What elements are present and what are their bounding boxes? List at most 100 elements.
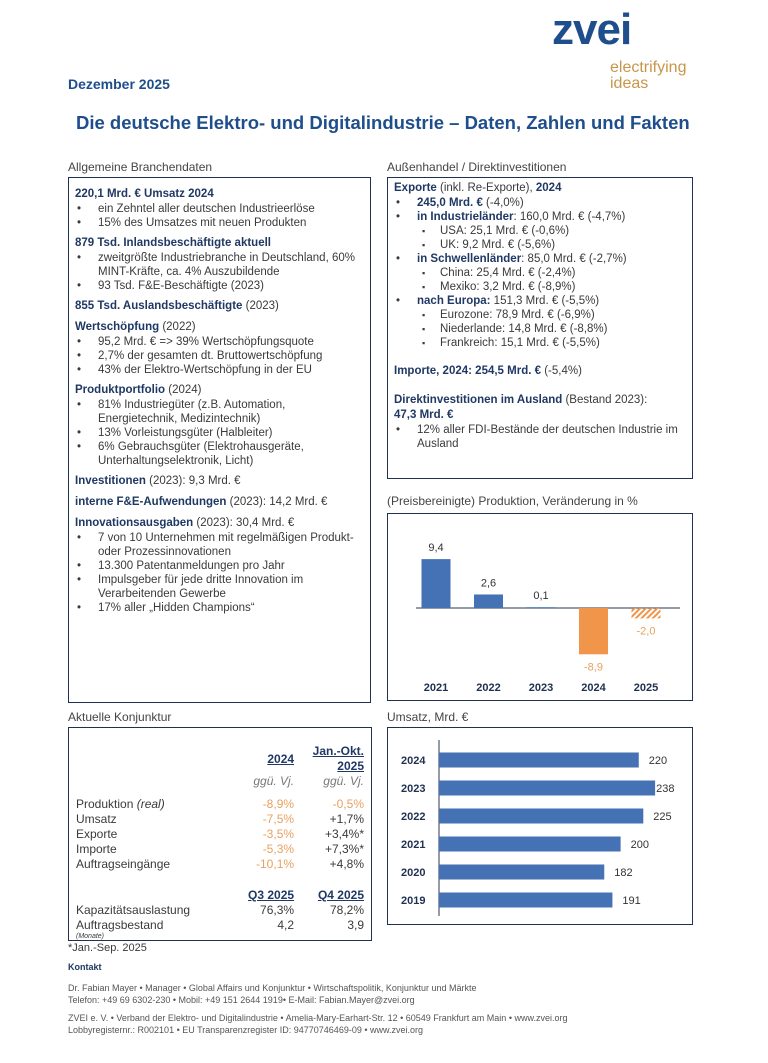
bar-2021 (439, 836, 621, 852)
bar-2021 (421, 559, 451, 608)
year-label-2023: 2023 (401, 783, 425, 795)
list-item: 13% Vorleistungsgüter (Halbleiter) (75, 426, 364, 440)
block-heading: Innovationsausgaben (2023): 30,4 Mrd. € (75, 517, 295, 529)
value-label-2019: 191 (622, 895, 640, 907)
list-item: Impulsgeber für jede dritte Innovation i… (75, 573, 364, 601)
year-label-2024: 2024 (581, 682, 606, 694)
bar-2025 (631, 608, 661, 619)
fdi-line: Direktinvestitionen im Ausland (Bestand … (394, 394, 648, 421)
col-2025: Jan.-Okt. 2025 (312, 744, 364, 773)
trade-box: Exporte (inkl. Re-Exporte), 2024 245,0 M… (387, 177, 693, 479)
bar-2022 (474, 594, 503, 608)
contact-line-1: Dr. Fabian Mayer • Manager • Global Affa… (68, 983, 477, 993)
value-label-2021: 200 (631, 839, 649, 851)
bar-2023 (439, 780, 656, 796)
export-item: USA: 25,1 Mrd. € (-0,6%) (394, 224, 686, 238)
section-label-trade: Außenhandel / Direktinvestitionen (387, 160, 567, 174)
list-item: zweitgrößte Industriebranche in Deutschl… (75, 251, 364, 279)
bar-2024 (439, 752, 639, 768)
export-item: UK: 9,2 Mrd. € (-5,6%) (394, 238, 686, 252)
block-list: 95,2 Mrd. € => 39% Wertschöpfungsquote2,… (75, 335, 364, 377)
block-heading: Investitionen (2023): 9,3 Mrd. € (75, 475, 241, 487)
value-label-2020: 182 (614, 867, 632, 879)
year-label-2019: 2019 (401, 895, 425, 907)
block-heading: 855 Tsd. Auslandsbeschäftigte (2023) (75, 300, 279, 312)
block-heading: 879 Tsd. Inlandsbeschäftigte aktuell (75, 237, 271, 249)
sub-1: ggü. Vj. (253, 774, 295, 788)
contact-line-2: Telefon: +49 69 6302-230 • Mobil: +49 15… (68, 995, 415, 1005)
export-item: in Industrieländer: 160,0 Mrd. € (-4,7%) (394, 210, 686, 224)
bar-2019 (439, 892, 613, 908)
block-list: zweitgrößte Industriebranche in Deutschl… (75, 251, 364, 293)
block-heading: interne F&E-Aufwendungen (2023): 14,2 Mr… (75, 496, 328, 508)
list-item: 13.300 Patentanmeldungen pro Jahr (75, 559, 364, 573)
year-label-2022: 2022 (401, 811, 425, 823)
export-item: Mexiko: 3,2 Mrd. € (-8,9%) (394, 280, 686, 294)
bar-2024 (579, 608, 608, 655)
konjunktur-row: Umsatz -7,5% +1,7% (76, 812, 364, 826)
year-label-2025: 2025 (634, 682, 658, 694)
value-label-2022: 225 (653, 811, 671, 823)
block-heading: Produktportfolio (2024) (75, 384, 202, 396)
tagline-1: electrifying (610, 59, 687, 76)
bar-2020 (439, 864, 605, 880)
revenue-chart: 220 2024 238 2023 225 2022 200 2021 182 2020 191 20… (401, 740, 674, 916)
export-item: nach Europa: 151,3 Mrd. € (-5,5%) (394, 294, 686, 308)
konjunktur-row: Kapazitätsauslastung 76,3% 78,2% (76, 903, 364, 917)
col-q4: Q4 2025 (317, 888, 364, 902)
list-item: 17% aller „Hidden Champions“ (75, 601, 364, 615)
bar-2022 (439, 808, 644, 824)
value-label-2024: 220 (649, 755, 667, 767)
list-item: 95,2 Mrd. € => 39% Wertschöpfungsquote (75, 335, 364, 349)
zvei-logo: zvei (552, 5, 632, 54)
list-item: 81% Industriegüter (z.B. Automation, Ene… (75, 398, 364, 426)
data-label-2024: -8,9 (584, 661, 603, 673)
year-label-2024: 2024 (401, 755, 426, 767)
imports-line: Importe, 2024: 254,5 Mrd. € (-5,4%) (394, 365, 582, 377)
konjunktur-row: Exporte -3,5% +3,4%* (76, 827, 364, 841)
exports-heading: Exporte (inkl. Re-Exporte), 2024 (394, 182, 562, 194)
konjunktur-table: 2024 Jan.-Okt. 2025 ggü. Vj. ggü. Vj. Produ… (76, 744, 364, 941)
konjunktur-row: Auftragsbestand 4,2 3,9 (76, 918, 364, 932)
block-heading: 220,1 Mrd. € Umsatz 2024 (75, 188, 214, 200)
konjunktur-box: 2024 Jan.-Okt. 2025 ggü. Vj. ggü. Vj. Produ… (68, 727, 372, 941)
export-item: 245,0 Mrd. € (-4,0%) (394, 196, 686, 210)
production-chart-box: 9,4 2021 2,6 2022 0,1 2023 -8,9 2024 -2,0 2025 (387, 513, 693, 701)
block-heading: Wertschöpfung (2022) (75, 321, 196, 333)
sub-2: ggü. Vj. (323, 774, 364, 788)
data-label-2025: -2,0 (637, 625, 656, 637)
konjunktur-row: Importe -5,3% +7,3%* (76, 842, 364, 856)
list-item: 6% Gebrauchsgüter (Elektrohausgeräte, Un… (75, 440, 364, 468)
data-label-2022: 2,6 (481, 577, 496, 589)
date: Dezember 2025 (68, 76, 170, 92)
section-label-general: Allgemeine Branchendaten (68, 160, 213, 174)
block-list: 81% Industriegüter (z.B. Automation, Ene… (75, 398, 364, 468)
production-chart: 9,4 2021 2,6 2022 0,1 2023 -8,9 2024 -2,0 2025 (416, 542, 680, 694)
list-item: ein Zehntel aller deutschen Industrieerl… (75, 202, 364, 216)
list-item: 93 Tsd. F&E-Beschäftigte (2023) (75, 279, 364, 293)
page-title: Die deutsche Elektro- und Digitalindustr… (76, 112, 690, 133)
logo-tagline: electrifying ideas (610, 60, 686, 92)
year-label-2021: 2021 (401, 839, 425, 851)
col-2024: 2024 (267, 751, 295, 766)
export-item: Eurozone: 78,9 Mrd. € (-6,9%) (394, 308, 686, 322)
contact-heading: Kontakt (68, 962, 102, 972)
export-item: in Schwellenländer: 85,0 Mrd. € (-2,7%) (394, 252, 686, 266)
list-item: 15% des Umsatzes mit neuen Produkten (75, 216, 364, 230)
konjunktur-row: Auftragseingänge -10,1% +4,8% (76, 857, 364, 871)
year-label-2020: 2020 (401, 867, 425, 879)
export-item: China: 25,4 Mrd. € (-2,4%) (394, 266, 686, 280)
block-list: 7 von 10 Unternehmen mit regelmäßigen Pr… (75, 531, 364, 615)
list-item: 43% der Elektro-Wertschöpfung in der EU (75, 363, 364, 377)
tagline-2: ideas (610, 75, 649, 92)
exports-list: 245,0 Mrd. € (-4,0%)in Industrieländer: … (394, 196, 686, 350)
year-label-2021: 2021 (424, 682, 448, 694)
block-list: ein Zehntel aller deutschen Industrieerl… (75, 202, 364, 230)
export-item: Niederlande: 14,8 Mrd. € (-8,8%) (394, 322, 686, 336)
col-q3: Q3 2025 (248, 888, 295, 902)
export-item: Frankreich: 15,1 Mrd. € (-5,5%) (394, 336, 686, 350)
fdi-item: 12% aller FDI-Bestände der deutschen Ind… (394, 423, 686, 451)
address-line: ZVEI e. V. • Verband der Elektro- und Di… (68, 1013, 568, 1023)
bar-2023 (526, 607, 556, 608)
register-line: Lobbyregisternr.: R002101 • EU Transpare… (68, 1025, 423, 1035)
